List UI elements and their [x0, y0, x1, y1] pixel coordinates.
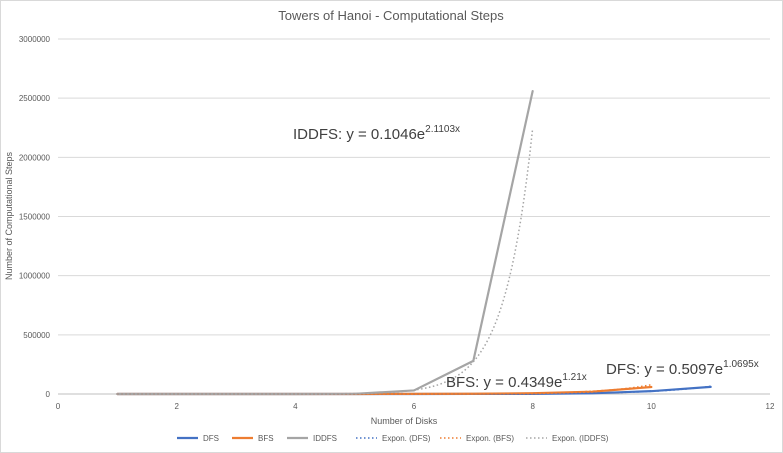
x-tick-labels: 0 2 4 6 8 10 12 — [56, 402, 775, 411]
iddfs-equation: IDDFS: y = 0.1046e2.1103x — [293, 124, 460, 143]
y-tick-label: 3000000 — [19, 35, 51, 44]
y-tick-label: 0 — [46, 390, 51, 399]
y-tick-label: 2000000 — [19, 153, 51, 162]
x-tick-label: 2 — [174, 402, 179, 411]
y-tick-labels: 0 500000 1000000 1500000 2000000 2500000 30000… — [19, 35, 51, 399]
x-axis-title: Number of Disks — [371, 416, 438, 426]
legend-label: Expon. (IDDFS) — [552, 434, 609, 443]
x-tick-label: 0 — [56, 402, 61, 411]
x-tick-label: 6 — [412, 402, 417, 411]
legend-label: Expon. (DFS) — [382, 434, 431, 443]
legend: DFS BFS IDDFS Expon. (DFS) Expon. (BFS) Expon… — [177, 434, 609, 443]
trendline-equations: IDDFS: y = 0.1046e2.1103x BFS: y = 0.434… — [293, 124, 759, 391]
y-axis-title: Number of Computational Steps — [4, 151, 14, 280]
x-tick-label: 12 — [766, 402, 775, 411]
y-tick-label: 1500000 — [19, 213, 51, 222]
x-tick-label: 8 — [530, 402, 535, 411]
legend-label: IDDFS — [313, 434, 337, 443]
legend-label: DFS — [203, 434, 219, 443]
series-line-expon-iddfs — [117, 128, 534, 395]
series-lines — [116, 89, 712, 396]
y-tick-label: 500000 — [23, 331, 50, 340]
dfs-equation: DFS: y = 0.5097e1.0695x — [606, 359, 759, 378]
x-tick-label: 10 — [647, 402, 656, 411]
bfs-equation: BFS: y = 0.4349e1.21x — [446, 372, 587, 391]
gridlines — [58, 38, 770, 395]
chart-title: Towers of Hanoi - Computational Steps — [278, 8, 504, 23]
legend-label: Expon. (BFS) — [466, 434, 514, 443]
x-tick-label: 4 — [293, 402, 298, 411]
y-tick-label: 2500000 — [19, 94, 51, 103]
legend-label: BFS — [258, 434, 274, 443]
y-tick-label: 1000000 — [19, 272, 51, 281]
